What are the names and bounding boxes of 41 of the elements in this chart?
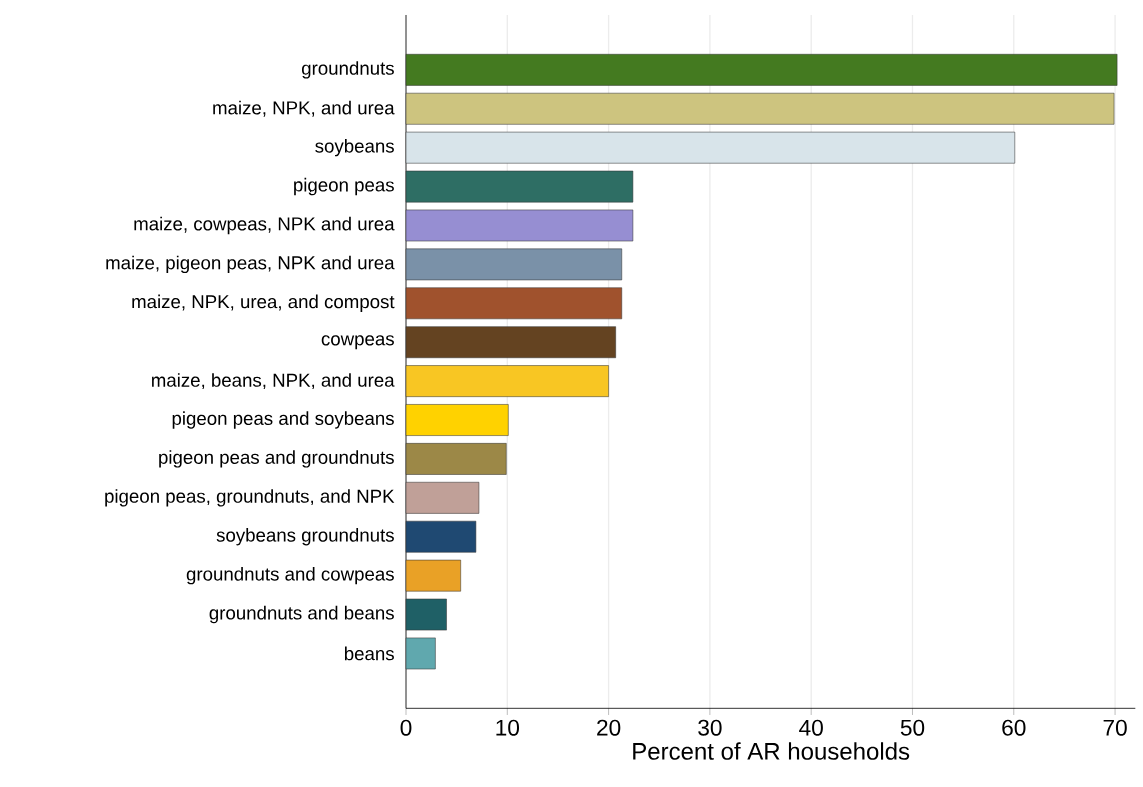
bar bbox=[405, 326, 616, 359]
y-tick-label: pigeon peas and soybeans bbox=[172, 411, 394, 429]
bar bbox=[405, 54, 1118, 86]
bar bbox=[405, 637, 436, 670]
bar bbox=[405, 481, 480, 514]
x-tick-label: 0 bbox=[400, 719, 412, 736]
y-tick-label: maize, cowpeas, NPK and urea bbox=[134, 216, 395, 235]
bar bbox=[405, 248, 623, 281]
x-tick-label: 70 bbox=[1103, 719, 1127, 736]
y-tick-label: soybeans bbox=[315, 138, 394, 157]
y-tick-label: soybeans groundnuts bbox=[216, 528, 394, 546]
x-tick-label: 20 bbox=[597, 719, 621, 736]
y-tick-label: beans bbox=[344, 646, 394, 661]
bar bbox=[405, 209, 634, 242]
y-tick-label: groundnuts and cowpeas bbox=[186, 566, 394, 585]
x-tick-label: 50 bbox=[900, 719, 925, 736]
x-tick-label: 40 bbox=[799, 719, 823, 736]
y-tick-label: pigeon peas and groundnuts bbox=[159, 450, 394, 468]
bar bbox=[405, 170, 634, 203]
bar bbox=[405, 520, 477, 553]
y-tick-label: maize, NPK, urea, and compost bbox=[132, 294, 395, 312]
bar bbox=[405, 92, 1115, 125]
y-tick-label: groundnuts bbox=[301, 61, 394, 79]
bar bbox=[405, 131, 1016, 164]
y-tick-label: pigeon peas, groundnuts, and NPK bbox=[105, 489, 395, 507]
y-tick-label: maize, pigeon peas, NPK and urea bbox=[106, 255, 395, 274]
x-axis-title: Percent of AR households bbox=[633, 742, 910, 760]
bar bbox=[405, 365, 609, 397]
bar bbox=[405, 559, 461, 592]
y-tick-label: maize, NPK, and urea bbox=[213, 100, 395, 117]
bar bbox=[405, 404, 509, 436]
y-tick-label: cowpeas bbox=[321, 335, 394, 350]
y-tick-label: maize, beans, NPK, and urea bbox=[152, 373, 395, 390]
x-tick-label: 10 bbox=[496, 719, 520, 736]
x-tick-label: 30 bbox=[698, 719, 722, 736]
y-tick-label: pigeon peas bbox=[294, 177, 394, 196]
bar bbox=[405, 287, 623, 320]
x-tick-label: 60 bbox=[1002, 719, 1026, 736]
y-tick-label: groundnuts and beans bbox=[209, 605, 394, 624]
bar bbox=[405, 598, 447, 631]
bar bbox=[405, 443, 507, 475]
